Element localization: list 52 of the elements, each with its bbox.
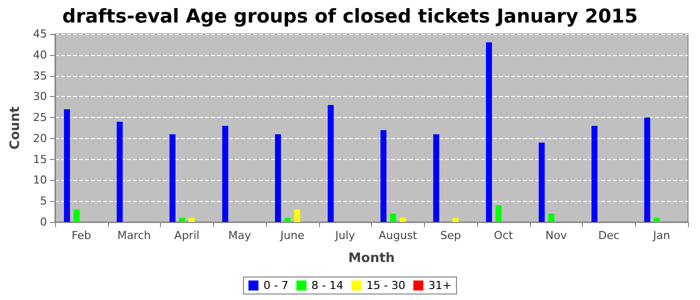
bar (274, 134, 281, 222)
x-tick-label: May (228, 229, 252, 242)
bar (380, 130, 386, 222)
bar (328, 105, 334, 222)
bar (654, 218, 660, 222)
x-tick-label: Jan (652, 229, 670, 242)
bar (538, 142, 545, 222)
bar (116, 122, 123, 222)
x-tick-label: Feb (72, 229, 92, 242)
x-tick-label: Sep (440, 229, 462, 242)
bar (486, 42, 492, 222)
y-tick-label: 10 (33, 174, 47, 187)
bar (400, 218, 406, 222)
bar (496, 205, 502, 222)
y-tick-label: 25 (33, 111, 47, 124)
bar (591, 126, 598, 222)
y-tick-label: 5 (40, 194, 47, 208)
x-tick-label: April (174, 229, 200, 242)
y-tick-label: 30 (33, 90, 47, 104)
bar (179, 218, 186, 222)
y-tick-label: 15 (33, 152, 47, 166)
x-tick-label: Nov (545, 229, 568, 242)
bar (452, 218, 458, 222)
x-tick-label: Oct (494, 229, 514, 242)
bar (64, 109, 70, 222)
legend-label: 0 - 7 (263, 279, 288, 292)
y-tick-label: 0 (40, 216, 47, 228)
bar (294, 209, 300, 222)
x-axis-title: Month (348, 251, 395, 266)
bar (74, 209, 80, 222)
legend-label: 8 - 14 (311, 279, 344, 292)
bar (390, 214, 396, 222)
legend-label: 31+ (428, 279, 452, 292)
y-tick-label: 40 (33, 48, 47, 62)
x-tick-label: June (279, 229, 305, 242)
x-tick-label: Dec (598, 229, 620, 242)
bar (284, 218, 291, 222)
x-tick-label: August (378, 229, 418, 242)
y-axis-title: Count (8, 106, 24, 150)
y-tick-label: 20 (33, 132, 47, 145)
y-tick-label: 45 (33, 28, 47, 40)
legend-label: 15 - 30 (366, 279, 406, 292)
bar (188, 218, 195, 222)
bar (222, 126, 228, 222)
chart-title: drafts-eval Age groups of closed tickets January 2015 (62, 6, 638, 28)
x-tick-label: March (117, 229, 151, 242)
bar (644, 118, 650, 222)
x-tick-label: July (334, 229, 356, 242)
bar (169, 134, 176, 222)
bar (548, 214, 554, 222)
bar (433, 134, 440, 222)
y-tick-label: 35 (33, 69, 47, 82)
